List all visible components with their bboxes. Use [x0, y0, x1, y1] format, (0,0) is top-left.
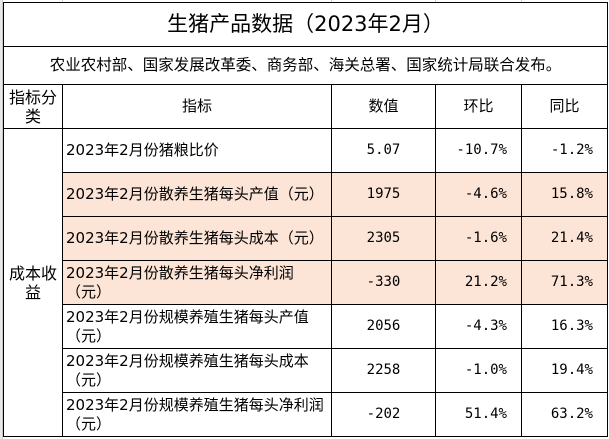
- mom-cell[interactable]: -1.0%: [435, 348, 522, 393]
- category-cell[interactable]: 成本收益: [3, 128, 63, 437]
- value-cell[interactable]: -330: [331, 260, 436, 305]
- indicator-cell[interactable]: 2023年2月份规模养殖生猪每头净利润（元）: [62, 392, 332, 437]
- table-subtitle[interactable]: 农业农村部、国家发展改革委、商务部、海关总署、国家统计局联合发布。: [3, 46, 608, 85]
- yoy-cell[interactable]: 19.4%: [521, 348, 608, 393]
- header-indicator[interactable]: 指标: [62, 84, 332, 129]
- mom-cell[interactable]: -4.3%: [435, 304, 522, 349]
- mom-cell[interactable]: -10.7%: [435, 128, 522, 173]
- value-cell[interactable]: -202: [331, 392, 436, 437]
- table-row: 2023年2月份散养生猪每头成本（元） 2305 -1.6% 21.4%: [4, 216, 608, 261]
- gridline: [62, 0, 63, 3]
- yoy-cell[interactable]: 16.3%: [521, 304, 608, 349]
- table-row: 2023年2月份规模养殖生猪每头净利润（元） -202 51.4% 63.2%: [4, 392, 608, 437]
- mom-cell[interactable]: -1.6%: [435, 216, 522, 261]
- gridline: [521, 0, 522, 3]
- indicator-cell[interactable]: 2023年2月份散养生猪每头产值（元）: [62, 172, 332, 217]
- mom-cell[interactable]: 21.2%: [435, 260, 522, 305]
- table-row: 成本收益 2023年2月份猪粮比价 5.07 -10.7% -1.2%: [3, 128, 608, 437]
- indicator-cell[interactable]: 2023年2月份散养生猪每头成本（元）: [62, 216, 332, 261]
- indicator-cell[interactable]: 2023年2月份散养生猪每头净利润（元）: [62, 260, 332, 305]
- mom-cell[interactable]: 51.4%: [435, 392, 522, 437]
- table-title[interactable]: 生猪产品数据（2023年2月）: [3, 2, 608, 47]
- table-row: 2023年2月份规模养殖生猪每头成本（元） 2258 -1.0% 19.4%: [4, 348, 608, 393]
- mom-cell[interactable]: -4.6%: [435, 172, 522, 217]
- indicator-cell[interactable]: 2023年2月份规模养殖生猪每头成本（元）: [62, 348, 332, 393]
- table-row: 2023年2月份规模养殖生猪每头产值（元） 2056 -4.3% 16.3%: [4, 304, 608, 349]
- header-value[interactable]: 数值: [331, 84, 436, 129]
- table-row: 2023年2月份散养生猪每头净利润（元） -330 21.2% 71.3%: [4, 260, 608, 305]
- yoy-cell[interactable]: 21.4%: [521, 216, 608, 261]
- header-category[interactable]: 指标分类: [3, 84, 63, 129]
- value-cell[interactable]: 5.07: [331, 128, 436, 173]
- yoy-cell[interactable]: 15.8%: [521, 172, 608, 217]
- indicator-cell[interactable]: 2023年2月份规模养殖生猪每头产值（元）: [62, 304, 332, 349]
- yoy-cell[interactable]: 71.3%: [521, 260, 608, 305]
- row-header-strip: [0, 0, 3, 439]
- header-mom[interactable]: 环比: [435, 84, 522, 129]
- header-yoy[interactable]: 同比: [521, 84, 608, 129]
- yoy-cell[interactable]: -1.2%: [521, 128, 608, 173]
- table-row: 2023年2月份散养生猪每头产值（元） 1975 -4.6% 15.8%: [4, 172, 608, 217]
- value-cell[interactable]: 1975: [331, 172, 436, 217]
- value-cell[interactable]: 2056: [331, 304, 436, 349]
- yoy-cell[interactable]: 63.2%: [521, 392, 608, 437]
- indicator-cell[interactable]: 2023年2月份猪粮比价: [62, 128, 332, 173]
- value-cell[interactable]: 2305: [331, 216, 436, 261]
- gridline: [435, 0, 436, 3]
- value-cell[interactable]: 2258: [331, 348, 436, 393]
- gridline: [331, 0, 332, 3]
- header-row: 指标分类 指标 数值 环比 同比: [3, 84, 608, 129]
- data-table: 生猪产品数据（2023年2月） 农业农村部、国家发展改革委、商务部、海关总署、国…: [3, 2, 608, 437]
